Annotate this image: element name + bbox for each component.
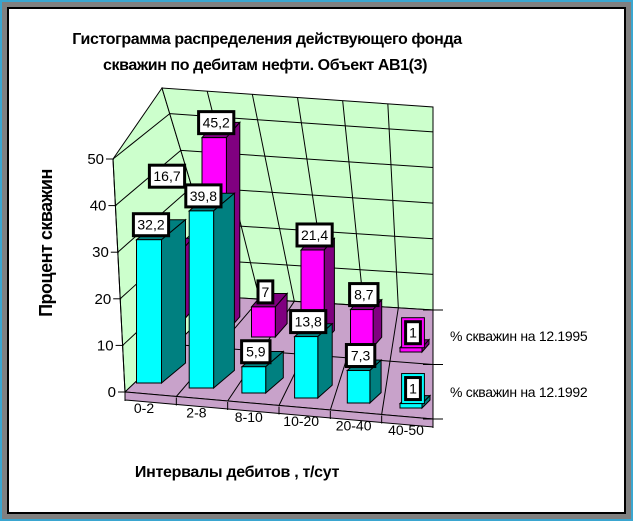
value-label-box xyxy=(256,279,275,305)
back-wall-category-line xyxy=(251,94,295,302)
value-label: 7,3 xyxy=(351,348,371,364)
value-label: 8,7 xyxy=(354,287,374,303)
back-wall-category-line xyxy=(342,100,365,306)
value-label: 5,9 xyxy=(246,344,266,360)
x-category-label: 2-8 xyxy=(186,404,206,420)
bar-front-face xyxy=(399,403,423,409)
bar-front-face xyxy=(188,210,215,389)
x-category-label: 8-10 xyxy=(235,409,263,425)
chart-title-line2: скважин по дебитам нефти. Объект АВ1(3) xyxy=(103,57,427,74)
bar-side-face xyxy=(161,218,186,385)
value-label: 16,7 xyxy=(153,168,180,184)
value-label-box xyxy=(184,183,223,209)
value-label-box xyxy=(131,212,171,238)
x-category-label: 10-20 xyxy=(283,413,319,429)
value-label: 21,4 xyxy=(301,227,328,243)
value-label-box xyxy=(344,343,377,369)
value-label-box xyxy=(404,376,422,402)
y-tick-label: 30 xyxy=(92,244,109,261)
value-label-box xyxy=(289,309,328,335)
value-label: 32,2 xyxy=(137,217,164,233)
value-label-box xyxy=(147,163,187,189)
bar-front-face xyxy=(350,309,374,348)
chart-text-layer: Гистограмма распределения действующего ф… xyxy=(36,31,588,481)
y-tick-label: 20 xyxy=(95,291,112,308)
chart-bars-layer xyxy=(135,121,432,410)
x-axis-title: Интервалы дебитов , т/сут xyxy=(135,464,340,481)
bar-front-face xyxy=(399,347,423,353)
bar-side-face xyxy=(213,192,235,390)
value-label-box xyxy=(295,222,334,248)
bar-front-face xyxy=(346,370,371,404)
value-label: 1 xyxy=(409,381,417,397)
x-category-label: 0-2 xyxy=(134,400,154,416)
bar-front-face xyxy=(251,306,276,338)
y-axis-line xyxy=(112,158,126,393)
y-tick-label: 40 xyxy=(90,198,107,215)
value-label: 13,8 xyxy=(295,314,322,330)
left-wall-gridline xyxy=(112,113,171,160)
bar-front-face xyxy=(136,239,162,384)
y-tick-label: 10 xyxy=(97,337,114,354)
chart-title-line1: Гистограмма распределения действующего ф… xyxy=(72,31,462,48)
y-tick-label: 0 xyxy=(108,384,116,401)
value-label-box xyxy=(404,320,422,346)
bar-front-face xyxy=(241,366,267,394)
series-label-1995: % скважин на 12.1995 xyxy=(450,328,588,344)
bar-side-face xyxy=(317,322,333,400)
series-label-1992: % скважин на 12.1992 xyxy=(450,384,588,400)
value-label: 45,2 xyxy=(203,115,230,131)
y-tick-label: 50 xyxy=(87,151,104,168)
x-category-label: 20-40 xyxy=(336,418,372,434)
value-label: 1 xyxy=(409,325,417,341)
chart-value-labels-layer: 16,7 45,2 7 21,4 8,7 1 32,2 39,8 5,9 13,8 7,3 1 xyxy=(131,110,425,405)
value-label-box xyxy=(240,339,272,365)
back-wall-category-line xyxy=(387,103,399,308)
bar-front-face xyxy=(294,336,319,399)
x-category-label: 40-50 xyxy=(388,422,424,438)
value-label: 39,8 xyxy=(190,188,217,204)
value-label-box xyxy=(348,282,380,308)
value-label: 7 xyxy=(262,284,270,300)
value-label-box xyxy=(197,110,236,136)
y-axis-title: Процент скважин xyxy=(36,169,56,317)
